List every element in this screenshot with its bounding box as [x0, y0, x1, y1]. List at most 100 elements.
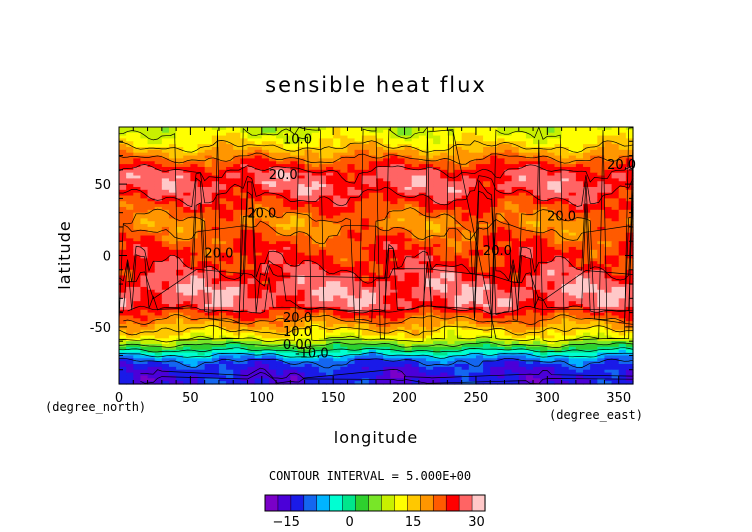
contour-cell [440, 298, 448, 302]
contour-cell [161, 221, 170, 225]
contour-cell [554, 289, 563, 294]
contour-cell [597, 321, 606, 325]
contour-cell [497, 224, 506, 228]
contour-cell [440, 261, 448, 265]
contour-cell [161, 272, 170, 277]
contour-cell [211, 312, 220, 317]
contour-cell [597, 132, 606, 137]
contour-cell [404, 295, 413, 299]
contour-cell [247, 304, 256, 308]
contour-cell [418, 312, 427, 317]
contour-cell [468, 161, 477, 165]
contour-cell [168, 141, 177, 145]
contour-cell [497, 129, 506, 134]
contour-cell [461, 232, 470, 237]
contour-cell [218, 324, 227, 328]
contour-cell [290, 249, 299, 254]
contour-cell [340, 204, 349, 208]
contour-cell [340, 278, 349, 282]
contour-cell [618, 172, 627, 177]
contour-cell [218, 135, 227, 140]
contour-cell [397, 255, 406, 259]
contour-cell [304, 127, 313, 131]
contour-cell [268, 312, 277, 317]
contour-cell [611, 244, 620, 248]
contour-cell [397, 301, 406, 305]
contour-cell [140, 321, 149, 325]
contour-cell [333, 278, 341, 282]
contour-cell [133, 172, 142, 177]
contour-cell [390, 186, 399, 191]
contour-cell [611, 281, 620, 285]
contour-cell [383, 164, 391, 168]
contour-cell [554, 264, 563, 268]
contour-cell [625, 129, 634, 134]
contour-cell [390, 169, 399, 174]
contour-cell [147, 172, 156, 177]
contour-cell [554, 144, 563, 148]
contour-cell [126, 132, 134, 137]
contour-cell [318, 221, 327, 225]
contour-cell [590, 246, 598, 251]
contour-cell [326, 175, 334, 179]
contour-cell [154, 252, 163, 257]
contour-cell [525, 184, 534, 188]
contour-cell [590, 164, 598, 168]
contour-cell [183, 249, 191, 254]
contour-cell [404, 298, 413, 302]
contour-cell [126, 149, 134, 154]
contour-cell [268, 258, 277, 262]
contour-cell [425, 275, 434, 279]
contour-cell [318, 312, 327, 317]
contour-cell [268, 306, 277, 311]
contour-cell [461, 212, 470, 217]
contour-cell [240, 324, 249, 328]
contour-cell [233, 235, 241, 239]
contour-cell [490, 186, 498, 191]
contour-cell [119, 321, 127, 325]
contour-cell [197, 132, 206, 137]
contour-cell [318, 226, 327, 231]
contour-cell [297, 209, 306, 214]
contour-cell [154, 264, 163, 268]
contour-cell [540, 315, 548, 319]
contour-cell [597, 315, 606, 319]
contour-cell [311, 181, 320, 185]
contour-cell [490, 244, 498, 248]
contour-cell [547, 138, 556, 142]
contour-cell [318, 224, 327, 228]
contour-cell [511, 306, 520, 311]
contour-cell [504, 206, 513, 211]
contour-cell [361, 286, 370, 291]
contour-cell [540, 129, 548, 134]
contour-cell [247, 275, 256, 279]
contour-cell [461, 224, 470, 228]
contour-cell [297, 295, 306, 299]
contour-cell [461, 252, 470, 257]
contour-cell [547, 144, 556, 148]
contour-cell [597, 238, 606, 242]
contour-cell [254, 184, 263, 188]
contour-cell [268, 284, 277, 288]
contour-cell [183, 204, 191, 208]
contour-cell [183, 241, 191, 245]
contour-cell [404, 155, 413, 160]
contour-cell [368, 321, 377, 325]
contour-cell [425, 309, 434, 314]
contour-cell [340, 269, 349, 274]
contour-cell [290, 309, 299, 314]
contour-cell [233, 292, 241, 297]
contour-cell [433, 261, 441, 265]
contour-cell [140, 292, 149, 297]
contour-cell [276, 272, 284, 277]
contour-cell [283, 127, 291, 131]
contour-cell [247, 301, 256, 305]
contour-cell [211, 246, 220, 251]
contour-cell [433, 321, 441, 325]
contour-cell [311, 149, 320, 154]
contour-cell [197, 138, 206, 142]
contour-cell [611, 295, 620, 299]
contour-cell [433, 292, 441, 297]
contour-cell [418, 318, 427, 322]
contour-cell [168, 164, 177, 168]
